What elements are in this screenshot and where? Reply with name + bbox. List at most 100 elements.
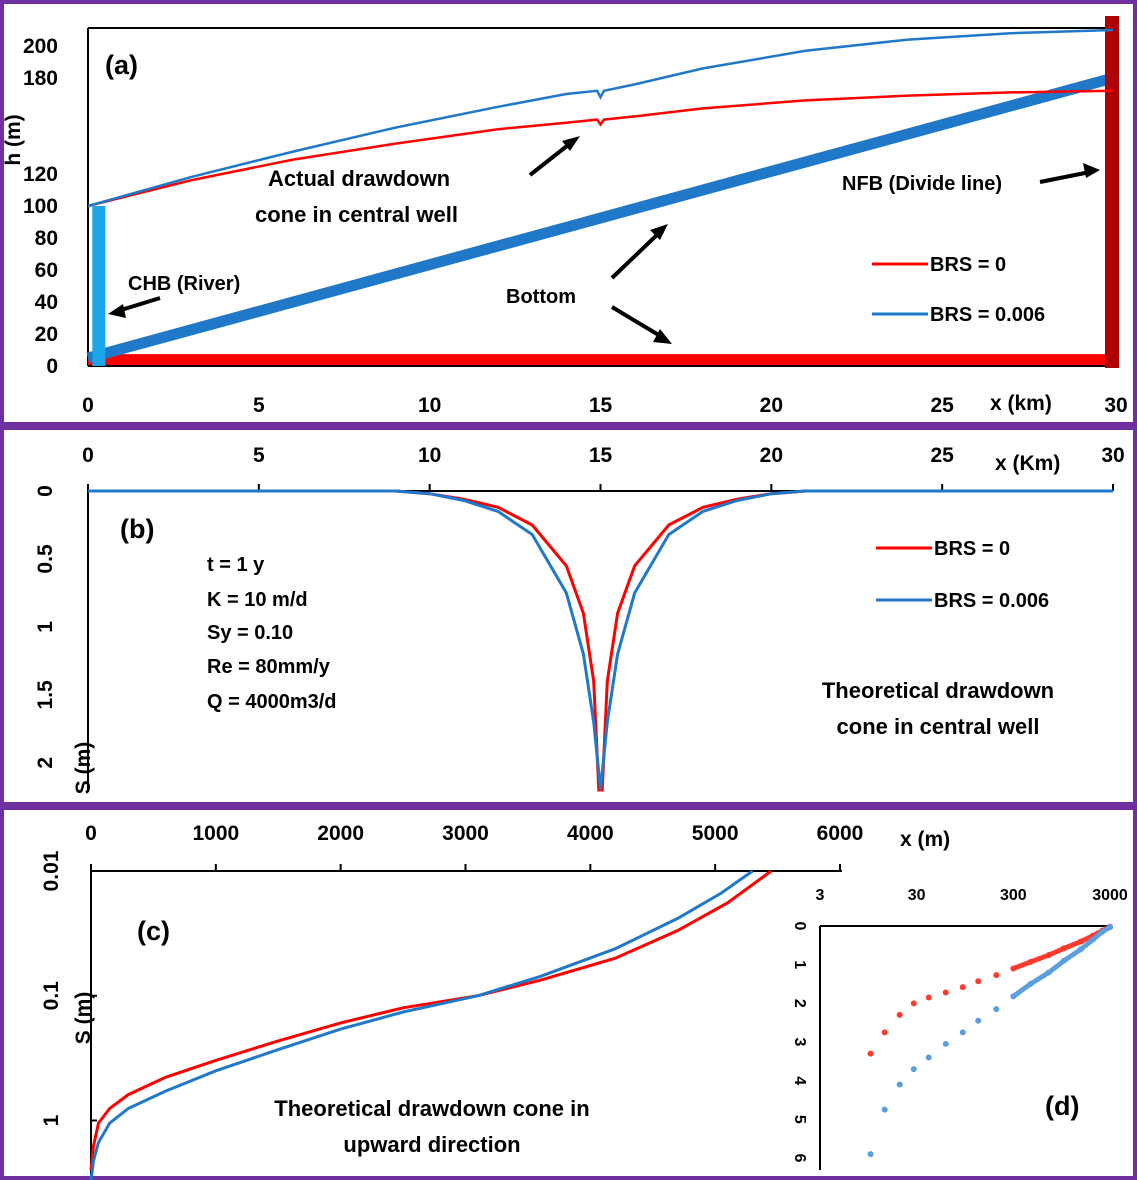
panel-d-point-0-3 [910,1000,917,1007]
panel-a-y-tick-1: 20 [35,323,58,346]
panel-d-point-1-6 [959,1029,966,1036]
panel-d-point-0-6 [959,984,966,991]
legend-b-blue-label: BRS = 0.006 [934,590,1049,612]
panel-a: 0 5 10 15 20 25 30 0 20 40 60 80 100 120 180 200 [23,16,1128,417]
panel-a-y-tick-8: 200 [23,35,58,58]
panel-c-ylabel: S (m) [72,992,95,1045]
annotation-chb: CHB (River) [128,273,240,295]
panel-d-y-tick-4: 4 [791,1076,808,1085]
param-q: Q = 4000m3/d [207,691,337,713]
panel-d-y-tick-2: 2 [791,999,808,1008]
panel-d-dense-point-1-39 [1104,926,1111,932]
panel-c-x-tick-0: 0 [85,822,97,845]
param-sy: Sy = 0.10 [207,622,293,644]
panel-d-point-1-5 [942,1040,949,1047]
panel-a-border [0,0,1137,426]
panel-b-y-tick-4: 2 [34,757,57,769]
annotation-nfb: NFB (Divide line) [842,173,1002,195]
panel-a-x-tick-2: 10 [418,394,441,417]
panel-a-y-tick-7: 180 [23,67,58,90]
panel-d-x-tick-1: 30 [908,887,926,904]
panel-d-point-0-0 [867,1050,874,1057]
panel-a-series-0 [87,89,1114,208]
panel-b: 0 5 10 15 20 25 30 0 0.5 1 1.5 2 [34,444,1125,792]
panel-b-x-tick-3: 15 [589,444,613,467]
panel-b-x-tick-1: 5 [253,444,265,467]
panel-d-y-tick-6: 6 [791,1154,808,1163]
panel-a-y-tick-2: 40 [35,291,58,314]
panel-a-x-tick-6: 30 [1104,394,1127,417]
panel-a-x-tick-1: 5 [253,394,265,417]
annotation-theoretical-c-1: Theoretical drawdown cone in [274,1096,589,1121]
panel-d-point-0-5 [942,989,949,996]
panel-d-point-0-2 [896,1011,903,1018]
arrow-icon [610,305,672,344]
annotation-bottom: Bottom [506,286,576,308]
panel-d-label: (d) [1045,1091,1079,1121]
panel-d-x-tick-2: 300 [1000,887,1027,904]
panel-d-point-1-2 [896,1081,903,1088]
arrow-icon [528,136,580,177]
annotation-actual-drawdown-1: Actual drawdown [268,166,450,191]
panel-b-y-tick-3: 1.5 [34,680,57,710]
param-re: Re = 80mm/y [207,656,331,678]
panel-b-x-tick-6: 30 [1101,444,1124,467]
annotation-actual-drawdown-2: cone in central well [255,202,458,227]
panel-c-x-tick-6: 6000 [817,822,864,845]
panel-b-border [0,426,1137,806]
panel-c-x-tick-2: 2000 [317,822,364,845]
annotation-theoretical-c-2: upward direction [343,1132,520,1157]
annotation-theoretical-b-2: cone in central well [837,714,1040,739]
arrow-icon [1039,163,1100,184]
panel-a-x-tick-3: 15 [589,394,613,417]
panel-d-point-0-4 [925,994,932,1001]
panel-b-x-tick-2: 10 [418,444,441,467]
panel-a-ylabel: h (m) [2,114,25,165]
panel-d-point-0-8 [993,972,1000,979]
panel-a-x-tick-0: 0 [82,394,94,417]
panel-c-y-tick-0: 0.01 [40,850,63,891]
legend-a-blue-label: BRS = 0.006 [930,304,1045,326]
panel-b-x-tick-5: 25 [930,444,954,467]
panel-c-series-0 [89,869,773,1171]
panel-b-xlabel: x (Km) [995,452,1060,475]
panel-a-y-tick-3: 60 [35,259,58,282]
panel-d-y-tick-5: 5 [791,1115,808,1124]
panel-d-point-0-7 [975,978,982,985]
panel-d-point-1-7 [975,1017,982,1024]
panel-c: 0 1000 2000 3000 4000 5000 6000 0.01 0.1 1 [40,822,863,1180]
panel-c-series-1 [89,869,754,1180]
arrow-icon [610,224,668,280]
panel-d-point-0-1 [881,1029,888,1036]
panel-a-x-tick-5: 25 [930,394,954,417]
panel-a-xlabel: x (km) [990,392,1052,415]
legend-a-red-label: BRS = 0 [930,254,1006,276]
panel-d-y-tick-1: 1 [791,960,808,969]
panel-d-point-1-0 [867,1151,874,1158]
panel-c-x-tick-3: 3000 [442,822,489,845]
panel-c-y-tick-1: 0.1 [40,981,63,1011]
panel-b-x-tick-4: 20 [760,444,783,467]
panel-c-xlabel: x (m) [900,828,950,851]
panel-b-x-tick-0: 0 [82,444,94,467]
panel-a-y-tick-6: 120 [23,163,58,186]
panel-a-y-tick-5: 100 [23,195,58,218]
panel-c-x-tick-1: 1000 [192,822,239,845]
param-k: K = 10 m/d [207,589,308,611]
panel-a-series-1 [87,28,1114,208]
panel-c-border [0,806,1137,1180]
panel-d: 3 30 300 3000 0 1 2 3 4 5 6 [791,887,1128,1170]
panel-a-y-tick-0: 0 [46,355,58,378]
panel-c-y-tick-2: 1 [40,1114,63,1126]
panel-c-label: (c) [137,916,170,946]
panel-d-x-tick-3: 3000 [1092,887,1128,904]
panel-b-series-1 [88,489,1113,791]
param-t: t = 1 y [207,554,265,576]
panel-a-y-tick-4: 80 [35,227,58,250]
panel-b-y-tick-2: 1 [34,621,57,633]
panel-b-y-tick-0: 0 [34,485,57,497]
bottom-blue-slope [86,72,1115,364]
panel-d-point-1-1 [881,1106,888,1113]
panel-d-point-1-4 [925,1054,932,1061]
